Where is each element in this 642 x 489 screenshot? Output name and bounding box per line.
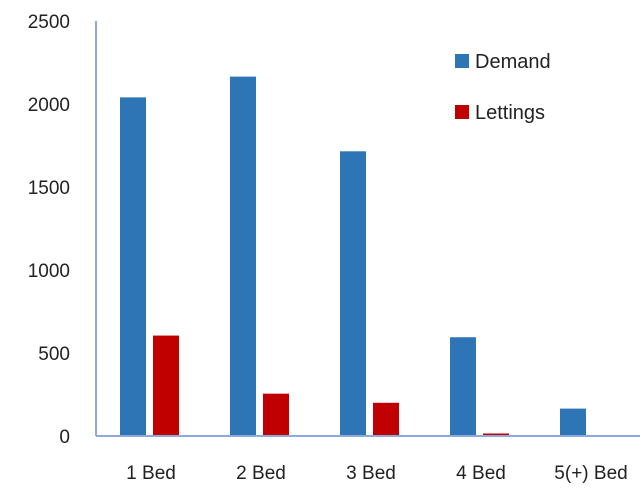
x-tick-label: 5(+) Bed	[554, 463, 627, 484]
x-tick-label: 1 Bed	[126, 463, 176, 484]
x-tick-label: 3 Bed	[346, 463, 396, 484]
bars	[120, 76, 586, 437]
y-axis-ticks: 0 500 1000 1500 2000 2500	[28, 12, 70, 448]
y-tick-label: 2500	[28, 12, 70, 33]
bar-lettings-2	[373, 402, 399, 436]
legend-label-demand: Demand	[475, 51, 551, 73]
bar-demand-2	[340, 151, 366, 436]
legend-swatch-demand	[455, 54, 469, 68]
legend-swatch-lettings	[455, 105, 469, 119]
y-tick-label: 2000	[28, 95, 70, 116]
y-tick-label: 500	[38, 344, 70, 365]
y-tick-label: 0	[59, 427, 70, 448]
legend-label-lettings: Lettings	[475, 102, 545, 124]
bar-demand-4	[560, 408, 586, 436]
bar-demand-1	[230, 76, 256, 437]
x-tick-label: 4 Bed	[456, 463, 506, 484]
bar-demand-3	[450, 337, 476, 436]
bar-demand-0	[120, 97, 146, 437]
x-axis-labels: 1 Bed 2 Bed 3 Bed 4 Bed 5(+) Bed	[126, 463, 628, 484]
bar-lettings-3	[483, 433, 509, 436]
bar-lettings-1	[263, 393, 289, 436]
x-tick-label: 2 Bed	[236, 463, 286, 484]
legend: Demand Lettings	[455, 51, 551, 124]
bar-lettings-0	[153, 335, 179, 436]
y-tick-label: 1500	[28, 178, 70, 199]
y-tick-label: 1000	[28, 261, 70, 282]
